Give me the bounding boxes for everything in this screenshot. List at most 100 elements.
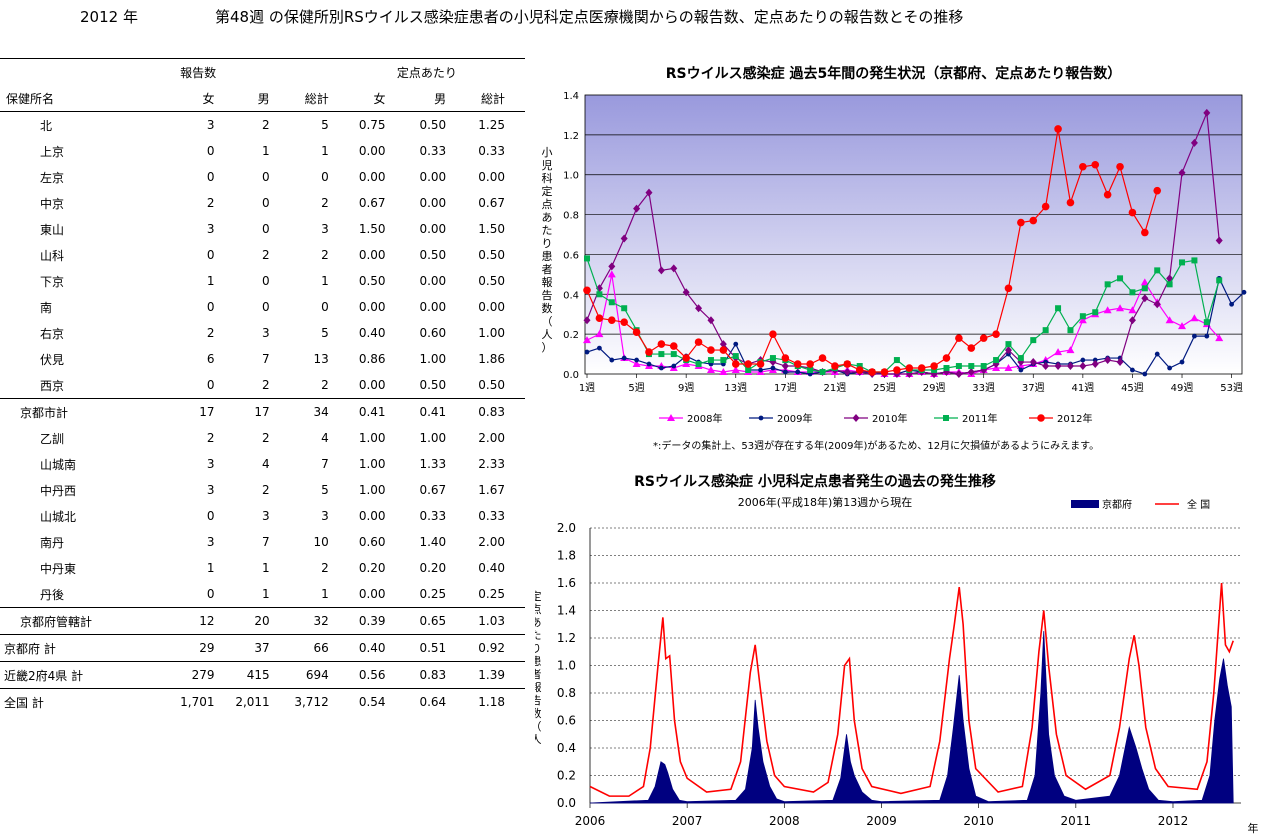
data-point [583, 336, 591, 344]
row-value: 1 [262, 561, 270, 575]
legend-marker [667, 414, 675, 421]
data-point [719, 368, 728, 376]
data-point [658, 365, 664, 371]
data-point [744, 360, 752, 368]
data-point [856, 363, 863, 370]
data-point [731, 366, 740, 374]
data-point [1092, 309, 1099, 316]
row-value: 10 [313, 535, 329, 549]
data-point [893, 366, 901, 374]
data-point [955, 363, 962, 370]
row-name: 山科 [40, 248, 65, 263]
data-point [1140, 278, 1149, 286]
row-value: 0.67 [419, 483, 447, 497]
row-value: 13 [313, 352, 329, 366]
data-point [793, 360, 802, 368]
row-value: 0 [321, 170, 329, 184]
legend-label: 2012年 [1057, 412, 1092, 425]
ylabel-char: 人 [535, 733, 542, 746]
row-value: 0.00 [358, 378, 386, 392]
data-point [1079, 313, 1086, 320]
row-value: 0 [206, 509, 215, 523]
col-header-total: 総計 [269, 85, 329, 112]
col-header-female: 女 [126, 85, 215, 112]
row-value: 1 [206, 561, 215, 575]
table-row: 京都府 計 29 37 66 0.40 0.51 0.92 [0, 634, 525, 662]
col-header-per-male: 男 [385, 85, 447, 112]
chart2-ytick-label: 1.2 [557, 631, 576, 645]
chart2-ytick-label: 1.4 [557, 604, 576, 618]
chart1-xtick-label: 53週 [1220, 382, 1243, 394]
row-value: 2.00 [478, 535, 505, 549]
data-point [1066, 346, 1075, 354]
row-value: 2 [262, 483, 270, 497]
table-row: 北 3 2 5 0.75 0.50 1.25 [0, 112, 525, 139]
row-value: 3 [262, 326, 270, 340]
data-point [1204, 333, 1210, 339]
row-value: 0 [206, 170, 215, 184]
row-value: 0.50 [419, 248, 447, 262]
data-point [1079, 362, 1087, 371]
table-row: 南丹 3 7 10 0.60 1.40 2.00 [0, 529, 525, 555]
chart1-xtick-label: 41週 [1071, 382, 1094, 394]
data-point [905, 364, 914, 372]
row-value: 0.00 [358, 170, 386, 184]
row-value: 0.54 [328, 688, 386, 715]
row-value: 2,011 [214, 688, 270, 715]
data-point [1190, 314, 1199, 322]
row-value: 3 [321, 509, 329, 523]
chart1-ytick-label: 1.4 [563, 91, 579, 102]
row-name: 東山 [40, 222, 65, 237]
data-point [1190, 138, 1198, 147]
data-point [731, 360, 740, 368]
data-point [931, 367, 938, 374]
history-area-chart: RSウイルス感染症 小児科定点患者発生の過去の発生推移 2006年(平成18年)第… [535, 473, 1259, 835]
row-name: 全国 計 [0, 688, 127, 715]
ylabel-char: 者 [542, 263, 553, 276]
row-value: 5 [321, 483, 329, 497]
chart1-ytick-label: 1.0 [563, 171, 579, 182]
data-point [1091, 160, 1100, 169]
data-point [1041, 202, 1050, 211]
row-value: 3 [262, 509, 270, 523]
data-point [893, 357, 900, 364]
data-point [967, 344, 976, 352]
row-value: 7 [262, 535, 270, 549]
data-point [880, 368, 889, 376]
row-value: 0.00 [419, 170, 447, 184]
ylabel-char: 数 [542, 302, 553, 315]
row-value: 2 [262, 118, 270, 132]
ylabel-char: 報 [535, 681, 542, 694]
data-point [1054, 125, 1062, 133]
data-point [595, 330, 604, 338]
table-row: 中京 2 0 2 0.67 0.00 0.67 [0, 190, 525, 216]
legend-label: 2009年 [777, 412, 812, 425]
row-value: 2 [321, 248, 329, 262]
ylabel-char: 告 [535, 694, 542, 707]
row-value: 0.67 [358, 196, 386, 210]
data-point [770, 365, 776, 371]
row-value: 0.50 [478, 378, 505, 392]
ylabel-char: あ [542, 211, 553, 224]
ylabel-char: 者 [535, 668, 542, 681]
chart1-title: RSウイルス感染症 過去5年間の発生状況（京都府、定点あたり報告数） [666, 65, 1121, 82]
data-point [745, 367, 752, 374]
data-point [1116, 162, 1124, 171]
chart2-xtick-label: 2006 [575, 814, 606, 828]
row-value: 1.50 [478, 222, 505, 236]
data-point [1203, 108, 1211, 117]
data-point [583, 316, 591, 325]
data-point [583, 286, 591, 295]
group-header-reports: 報告数 [126, 58, 270, 85]
table-row: 丹後 0 1 1 0.00 0.25 0.25 [0, 581, 525, 608]
row-value: 0 [206, 378, 215, 392]
row-value: 279 [126, 661, 215, 689]
chart2-ytick-label: 0.8 [557, 686, 576, 700]
data-point [706, 366, 715, 374]
chart1-xtick-label: 29週 [923, 382, 946, 394]
data-point [819, 369, 826, 376]
row-value: 0.75 [358, 118, 386, 132]
row-name: 山城南 [40, 457, 77, 472]
data-point [831, 362, 839, 370]
table-group-header-row: 報告数 定点あたり [0, 58, 525, 85]
